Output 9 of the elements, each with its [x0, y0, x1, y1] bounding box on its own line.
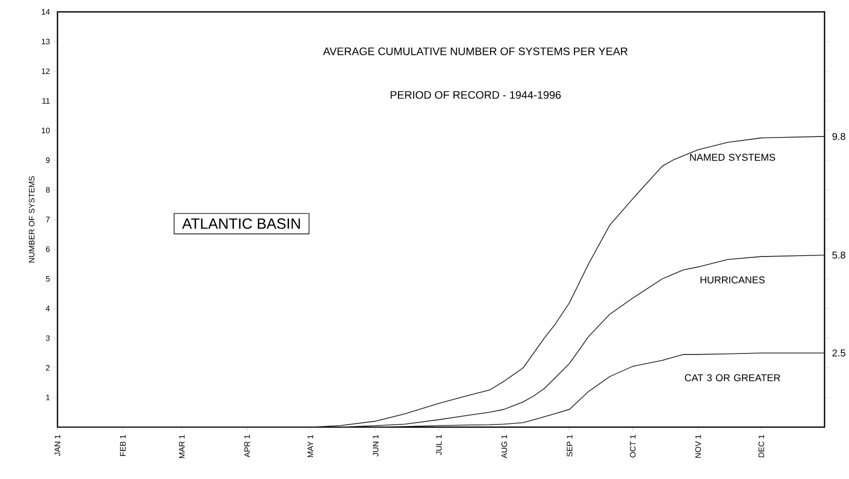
data-label: 9.8 — [832, 133, 846, 140]
series-label: HURRICANES — [700, 276, 765, 284]
series-label: CAT 3 OR GREATER — [684, 374, 780, 382]
series-label: NAMED SYSTEMS — [690, 154, 776, 161]
text: PERIOD OF RECORD - 1944-1996 — [390, 91, 561, 99]
data-label: 2.5 — [832, 350, 846, 357]
data-label: 5.8 — [832, 252, 846, 259]
annotation: ATLANTIC BASIN — [182, 218, 300, 230]
text: AVERAGE CUMULATIVE NUMBER OF SYSTEMS PER YEAR — [323, 48, 628, 56]
